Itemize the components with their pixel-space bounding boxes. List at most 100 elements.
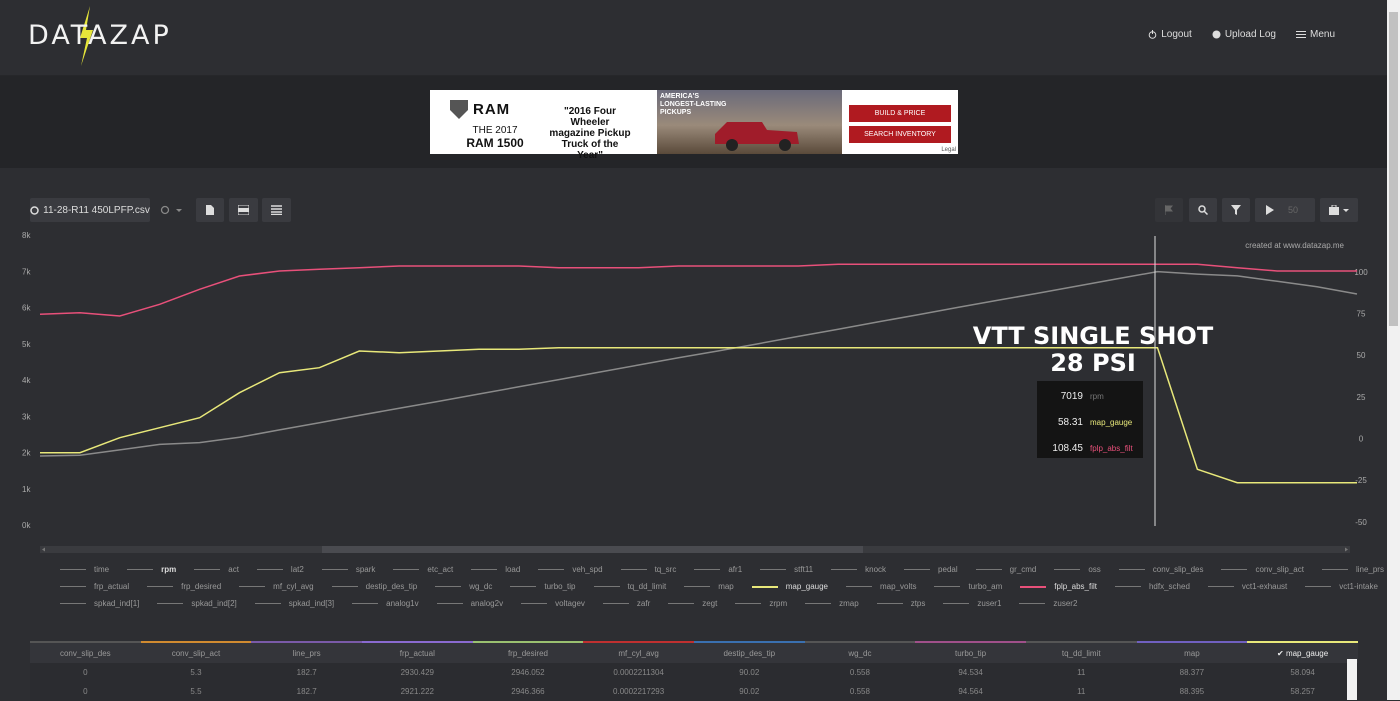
legend-label: destip_des_tip (365, 582, 418, 591)
legend-label: turbo_am (968, 582, 1003, 591)
legend-item[interactable]: tq_src (620, 565, 676, 574)
legend-item[interactable]: zegt (668, 599, 717, 608)
column-header[interactable]: turbo_tip (915, 641, 1026, 663)
legend-item[interactable]: tq_dd_limit (593, 582, 666, 591)
column-header[interactable]: tq_dd_limit (1025, 641, 1137, 663)
legend-item[interactable]: wg_dc (435, 582, 492, 591)
scroll-thumb[interactable] (1389, 12, 1398, 326)
column-header[interactable]: frp_desired (472, 641, 584, 663)
legend-item[interactable]: spkad_ind[2] (157, 599, 237, 608)
icon-button[interactable] (1189, 198, 1217, 222)
ad-button[interactable]: BUILD & PRICE (849, 105, 951, 122)
legend-item[interactable]: time (60, 565, 109, 574)
nav-label[interactable]: Upload Log (1224, 29, 1276, 40)
column-header[interactable]: destip_des_tip (693, 641, 805, 663)
icon-button[interactable] (262, 198, 291, 222)
legend-item[interactable]: zmap (805, 599, 859, 608)
legend-item[interactable]: load (471, 565, 520, 574)
legend-swatch (975, 568, 1002, 571)
column-header[interactable]: line_prs (251, 641, 362, 663)
legend-item[interactable]: spark (321, 565, 375, 574)
file-button[interactable]: 11-28-R11 450LPFP.csv (30, 198, 150, 222)
legend-item[interactable]: line_prs (1321, 565, 1384, 574)
legend-item[interactable]: oss (1054, 565, 1101, 574)
legend-swatch (1054, 568, 1081, 571)
legend-item[interactable]: map_gauge (751, 582, 828, 591)
legend-item[interactable]: vct1-exhaust (1207, 582, 1287, 591)
nav-item[interactable]: Logout (1148, 29, 1192, 40)
legend-swatch (668, 602, 695, 605)
legend-item[interactable]: destip_des_tip (331, 582, 418, 591)
icon-button[interactable] (196, 198, 224, 222)
ad-banner: AMERICA'S LONGEST-LASTING PICKUPS (660, 93, 727, 116)
page-scrollbar[interactable] (1387, 0, 1400, 700)
legend-item[interactable]: vct1-intake (1305, 582, 1378, 591)
legend-swatch (538, 568, 565, 571)
legend-item[interactable]: etc_act (393, 565, 453, 574)
legend-item[interactable]: knock (831, 565, 886, 574)
legend-item[interactable]: turbo_tip (510, 582, 576, 591)
column-header[interactable]: wg_dc (804, 641, 916, 663)
legend-item[interactable]: analog2v (436, 599, 503, 608)
column-header[interactable]: conv_slip_act (140, 641, 252, 663)
logo[interactable]: DATAZAP (28, 20, 172, 51)
legend-item[interactable]: map_volts (846, 582, 916, 591)
nav-item[interactable]: Menu (1295, 29, 1335, 40)
legend-label: oss (1088, 565, 1101, 574)
legend-label: spkad_ind[2] (191, 599, 237, 608)
legend-item[interactable]: zafr (602, 599, 650, 608)
legend-item[interactable]: frp_desired (147, 582, 221, 591)
legend-item[interactable]: spkad_ind[1] (60, 599, 139, 608)
legend-item[interactable]: zuser1 (943, 599, 1001, 608)
legend-swatch (831, 568, 858, 571)
legend-item[interactable]: spkad_ind[3] (254, 599, 335, 608)
tooltip-label: map_gauge (1090, 417, 1133, 427)
column-header[interactable]: frp_actual (361, 641, 473, 663)
legend-item[interactable]: frp_actual (60, 582, 129, 591)
legend-item[interactable]: zrpm (735, 599, 787, 608)
legend-row: spkad_ind[1] spkad_ind[2] spkad_ind[3] anal… (60, 599, 1077, 608)
legend-item[interactable]: map (684, 582, 734, 591)
file-name[interactable]: 11-28-R11 450LPFP.csv (43, 204, 150, 216)
legend-item[interactable]: lat2 (256, 565, 304, 574)
nav-label[interactable]: Menu (1309, 29, 1335, 40)
legend-item[interactable]: veh_spd (538, 565, 603, 574)
ad[interactable]: RAM THE 2017 RAM 1500 "2016 Four Wheeler… (430, 90, 958, 161)
legend-label: vct1-intake (1339, 582, 1378, 591)
legend-item[interactable]: ztps (876, 599, 925, 608)
nav-item[interactable]: Upload Log (1212, 29, 1276, 40)
legend-item[interactable]: stft11 (760, 565, 813, 574)
icon-button[interactable] (1155, 198, 1183, 222)
legend-item[interactable]: rpm (127, 565, 176, 574)
legend-item[interactable]: mf_cyl_avg (239, 582, 314, 591)
nav-label[interactable]: Logout (1161, 29, 1192, 40)
column-header[interactable]: ✔ map_gauge (1247, 641, 1358, 663)
legend-item[interactable]: voltagev (521, 599, 585, 608)
y2-tick-label: 50 (1357, 351, 1366, 360)
legend-item[interactable]: analog1v (352, 599, 419, 608)
legend-item[interactable]: conv_slip_des (1118, 565, 1203, 574)
scroll-thumb (322, 546, 863, 553)
ad-button[interactable]: SEARCH INVENTORY (849, 126, 951, 143)
legend-item[interactable]: gr_cmd (975, 565, 1036, 574)
column-header[interactable]: mf_cyl_avg (583, 641, 694, 663)
column-header[interactable]: map (1136, 641, 1248, 663)
legend-item[interactable]: conv_slip_act (1221, 565, 1304, 574)
legend-item[interactable]: turbo_am (934, 582, 1002, 591)
reload-dropdown[interactable] (155, 198, 187, 222)
table-cell: 0 (30, 682, 141, 701)
play-button[interactable]: 50 (1255, 198, 1315, 222)
column-header[interactable]: conv_slip_des (30, 641, 141, 663)
icon-button[interactable] (1222, 198, 1250, 222)
legend-item[interactable]: hdfx_sched (1114, 582, 1190, 591)
icon-button[interactable] (229, 198, 258, 222)
legend-item[interactable]: act (194, 565, 239, 574)
legend-item[interactable]: pedal (904, 565, 958, 574)
legend-item[interactable]: fplp_abs_filt (1020, 582, 1097, 591)
legend-item[interactable]: afr1 (694, 565, 742, 574)
ad-legal[interactable]: Legal (941, 147, 956, 153)
legend-item[interactable]: zuser2 (1019, 599, 1077, 608)
icon-button[interactable] (1320, 198, 1358, 222)
speed[interactable]: 50 (1288, 205, 1299, 215)
legend-label: spkad_ind[3] (288, 599, 335, 608)
